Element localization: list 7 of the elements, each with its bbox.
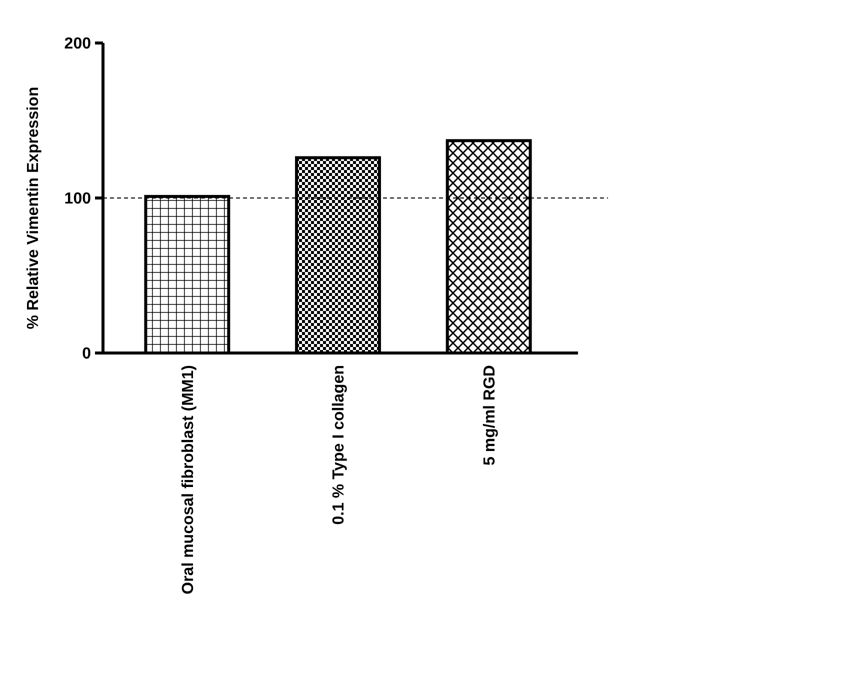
y-tick-label: 100	[64, 190, 92, 208]
y-tick-label: 200	[64, 36, 92, 53]
x-tick-label: 5 mg/ml RGD	[481, 365, 498, 466]
y-tick-label: 0	[82, 346, 92, 363]
x-tick-label: Oral mucosal fibroblast (MM1)	[180, 365, 197, 594]
y-axis-title: % Relative Vimentin Expression	[25, 86, 42, 330]
x-tick-label: 0.1 % Type I collagen	[330, 365, 348, 525]
